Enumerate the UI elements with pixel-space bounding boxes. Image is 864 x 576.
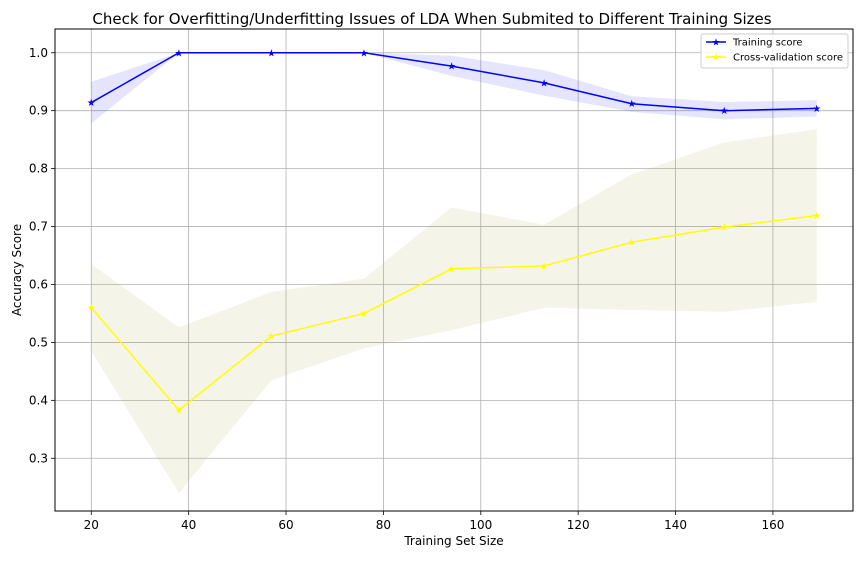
x-axis-label: Training Set Size [403,534,503,548]
point-training: ★ [87,98,96,109]
y-tick-label: 0.6 [29,277,48,291]
y-tick-label: 1.0 [29,46,48,60]
point-training: ★ [720,106,729,117]
legend-label-training: Training score [732,38,803,49]
point-cv: ★ [447,264,456,275]
y-axis-label: Accuracy Score [10,224,24,316]
legend-box [700,33,849,69]
legend-marker-training: ★ [712,38,721,49]
point-training: ★ [447,62,456,73]
point-training: ★ [812,104,821,115]
point-training: ★ [267,48,276,59]
series-lines [90,52,817,412]
point-cv: ★ [540,261,549,272]
legend-label-cv: Cross-validation score [733,53,843,64]
series-markers: ★ ★ ★ ★ ★ ★ ★ ★ ★ ★ ★ ★ ★ ★ ★ ★ ★ ★ [87,48,821,416]
y-axis-ticks: 0.3 0.4 0.5 0.6 0.7 0.8 0.9 1.0 [29,46,55,465]
point-training: ★ [627,99,636,110]
point-cv: ★ [174,406,183,417]
legend-marker-cv: ★ [712,53,721,64]
y-tick-label: 0.9 [29,104,48,118]
confidence-bands [91,52,817,494]
x-tick-label: 60 [278,518,293,532]
x-tick-label: 120 [567,518,590,532]
y-tick-label: 0.4 [29,393,48,407]
band-training [91,52,817,124]
legend: ★ Training score ★ Cross-validation scor… [700,33,849,69]
point-cv: ★ [627,238,636,249]
line-training [90,52,817,112]
y-tick-label: 0.7 [29,220,48,234]
point-cv: ★ [267,332,276,343]
point-training: ★ [359,48,368,59]
point-cv: ★ [87,303,96,314]
y-tick-label: 0.8 [29,162,48,176]
x-tick-label: 40 [181,518,196,532]
y-tick-label: 0.3 [29,451,48,465]
point-cv: ★ [720,223,729,234]
line-cv [90,214,817,412]
point-cv: ★ [812,211,821,222]
x-axis-ticks: 20 40 60 80 100 120 140 160 [84,511,784,532]
point-cv: ★ [359,309,368,320]
band-cv [91,129,817,494]
x-tick-label: 160 [761,518,784,532]
x-tick-label: 100 [469,518,492,532]
x-tick-label: 80 [376,518,391,532]
point-training: ★ [174,48,183,59]
plot-area-frame [54,28,854,512]
x-tick-label: 140 [664,518,687,532]
point-training: ★ [540,78,549,89]
y-tick-label: 0.5 [29,335,48,349]
x-tick-label: 20 [84,518,99,532]
chart-title: Check for Overfitting/Underfitting Issue… [92,10,771,28]
